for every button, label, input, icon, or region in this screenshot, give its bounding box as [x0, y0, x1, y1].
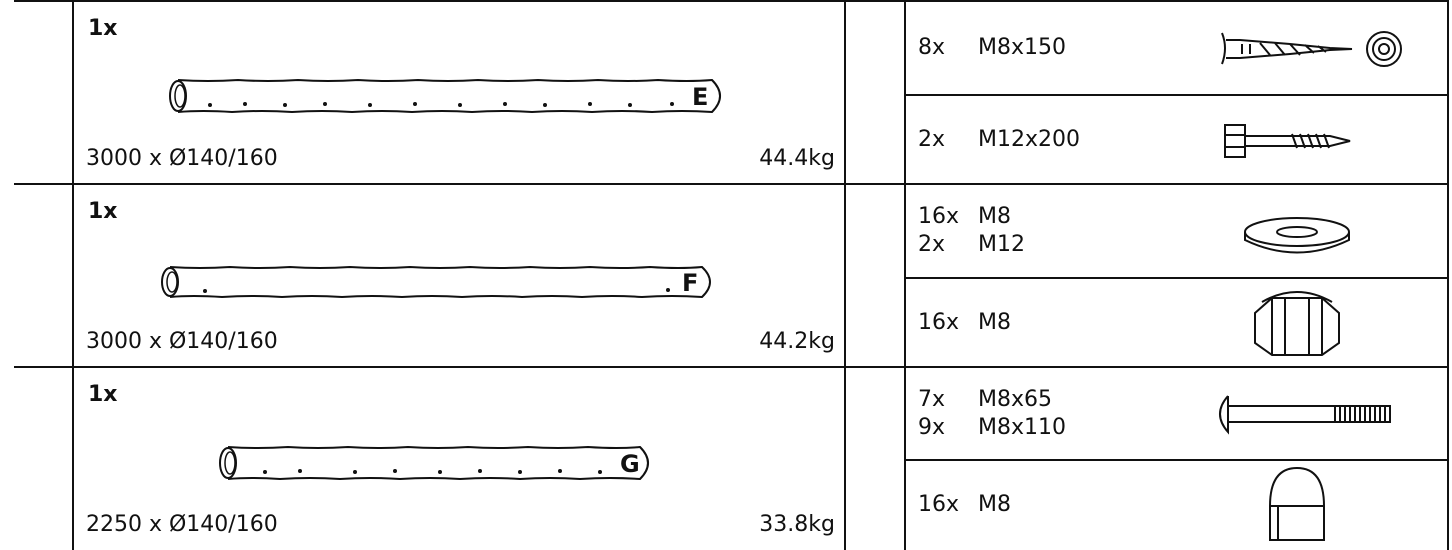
quantity: 16x	[918, 492, 959, 518]
quantity: 9x	[918, 415, 945, 441]
log-body	[228, 447, 648, 479]
weight: 33.8kg	[759, 512, 835, 538]
hardware-icon	[1222, 32, 1401, 66]
size: M8	[978, 492, 1011, 518]
hole	[353, 470, 357, 474]
hole	[478, 469, 482, 473]
log-letter: F	[682, 269, 698, 297]
hole	[323, 102, 327, 106]
hardware-icon	[1225, 125, 1350, 157]
log-body	[178, 80, 720, 112]
hardware-icon	[1270, 468, 1324, 540]
hole	[203, 289, 207, 293]
hardware-icon	[1245, 218, 1349, 253]
hole	[628, 103, 632, 107]
dimensions: 3000 x Ø140/160	[86, 146, 278, 172]
hole	[208, 103, 212, 107]
size: M8	[978, 310, 1011, 336]
hole	[458, 103, 462, 107]
hole	[588, 102, 592, 106]
hole	[243, 102, 247, 106]
hole	[518, 470, 522, 474]
hole	[368, 103, 372, 107]
log-end-inner	[167, 272, 177, 292]
hole	[598, 470, 602, 474]
hole	[413, 102, 417, 106]
log-end-inner	[225, 452, 235, 474]
size: M8	[978, 204, 1011, 230]
hole	[298, 469, 302, 473]
log-body	[170, 267, 710, 297]
hole	[263, 470, 267, 474]
dimensions: 3000 x Ø140/160	[86, 329, 278, 355]
size: M12x200	[978, 127, 1080, 153]
hardware-icon	[1255, 292, 1339, 355]
hole	[393, 469, 397, 473]
log-end-inner	[175, 85, 185, 107]
weight: 44.2kg	[759, 329, 835, 355]
size: M12	[978, 232, 1025, 258]
quantity: 8x	[918, 35, 945, 61]
quantity: 1x	[88, 16, 118, 42]
size: M8x110	[978, 415, 1066, 441]
quantity: 7x	[918, 387, 945, 413]
page: E F G 1x 3000 x Ø140/160 44.4kg 1x 3000 x Ø140…	[0, 0, 1452, 550]
quantity: 2x	[918, 127, 945, 153]
hole	[503, 102, 507, 106]
hole	[670, 102, 674, 106]
size: M8x150	[978, 35, 1066, 61]
hole	[438, 470, 442, 474]
quantity: 16x	[918, 204, 959, 230]
quantity: 1x	[88, 382, 118, 408]
quantity: 16x	[918, 310, 959, 336]
quantity: 1x	[88, 199, 118, 225]
log-letter: G	[620, 450, 640, 478]
drawing: E F G	[0, 0, 1452, 550]
weight: 44.4kg	[759, 146, 835, 172]
log-letter: E	[692, 83, 708, 111]
dimensions: 2250 x Ø140/160	[86, 512, 278, 538]
hole	[283, 103, 287, 107]
hole	[666, 288, 670, 292]
hole	[558, 469, 562, 473]
size: M8x65	[978, 387, 1052, 413]
quantity: 2x	[918, 232, 945, 258]
hole	[543, 103, 547, 107]
hardware-icon	[1220, 396, 1390, 432]
